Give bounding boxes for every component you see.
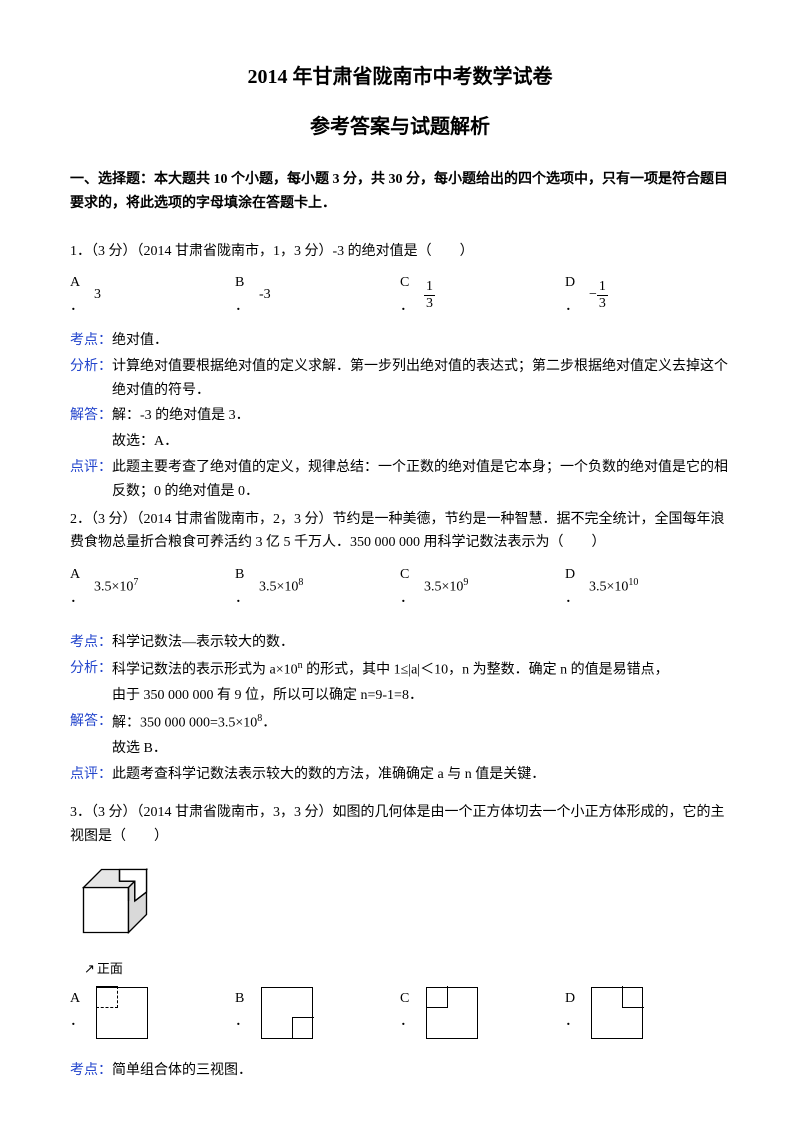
q2-option-d: D．3.5×1010: [565, 563, 730, 611]
q2-option-c: C．3.5×109: [400, 563, 565, 611]
q3-option-c: C．: [400, 987, 565, 1039]
q1-option-b-value: -3: [259, 283, 271, 307]
q3-option-a-figure: [96, 987, 148, 1039]
q3-kaodian: 简单组合体的三视图．: [112, 1059, 730, 1083]
q1-stem: 1．（3 分）（2014 甘肃省陇南市，1，3 分）-3 的绝对值是（ ）: [70, 240, 730, 264]
q1-option-a-value: 3: [94, 283, 101, 307]
q3-front-label: ↗正面: [84, 958, 730, 980]
jieda-label: 解答：: [70, 404, 112, 428]
sub-title: 参考答案与试题解析: [70, 110, 730, 144]
q2-dianping: 此题考查科学记数法表示较大的数的方法，准确确定 a 与 n 值是关键．: [112, 763, 730, 787]
jieda-label: 解答：: [70, 710, 112, 735]
section-header: 一、选择题：本大题共 10 个小题，每小题 3 分，共 30 分，每小题给出的四…: [70, 168, 730, 216]
q1-option-b: B． -3: [235, 271, 400, 319]
dianping-label: 点评：: [70, 456, 112, 504]
q3-figure: [70, 856, 160, 956]
q2-fenxi-2: 由于 350 000 000 有 9 位，所以可以确定 n=9-1=8．: [112, 684, 730, 708]
q3-option-d: D．: [565, 987, 730, 1039]
q1-kaodian: 绝对值．: [112, 329, 730, 353]
q3-option-d-figure: [591, 987, 643, 1039]
q1-options: A． 3 B． -3 C． 1 3 D． − 1 3: [70, 271, 730, 319]
q2-option-b: B．3.5×108: [235, 563, 400, 611]
q1-option-d: D． − 1 3: [565, 271, 730, 319]
q3-option-b-figure: [261, 987, 313, 1039]
arrow-icon: ↗: [84, 958, 95, 980]
q2-options: A．3.5×107 B．3.5×108 C．3.5×109 D．3.5×1010: [70, 563, 730, 611]
q2-option-a: A．3.5×107: [70, 563, 235, 611]
dianping-label: 点评：: [70, 763, 112, 787]
q1-option-a: A． 3: [70, 271, 235, 319]
q1-jieda-1: 解：-3 的绝对值是 3．: [112, 404, 730, 428]
q1-dianping: 此题主要考查了绝对值的定义，规律总结：一个正数的绝对值是它本身；一个负数的绝对值…: [112, 456, 730, 504]
q2-kaodian: 科学记数法—表示较大的数．: [112, 631, 730, 655]
fenxi-label: 分析：: [70, 355, 112, 403]
q1-fenxi: 计算绝对值要根据绝对值的定义求解．第一步列出绝对值的表达式；第二步根据绝对值定义…: [112, 355, 730, 403]
fenxi-label: 分析：: [70, 657, 112, 682]
q3-stem: 3．（3 分）（2014 甘肃省陇南市，3，3 分）如图的几何体是由一个正方体切…: [70, 801, 730, 849]
q1-option-d-fraction: 1 3: [597, 279, 608, 311]
q2-jieda-1: 解：350 000 000=3.5×108．: [112, 710, 730, 735]
q3-option-c-figure: [426, 987, 478, 1039]
q2-fenxi-1: 科学记数法的表示形式为 a×10n 的形式，其中 1≤|a|＜10，n 为整数．…: [112, 657, 730, 682]
main-title: 2014 年甘肃省陇南市中考数学试卷: [70, 60, 730, 94]
q1-option-c-fraction: 1 3: [424, 279, 435, 311]
q1-option-c: C． 1 3: [400, 271, 565, 319]
q3-option-b: B．: [235, 987, 400, 1039]
q1-jieda-2: 故选：A．: [112, 430, 730, 454]
kaodian-label: 考点：: [70, 631, 112, 655]
kaodian-label: 考点：: [70, 1059, 112, 1083]
q3-options: A． B． C． D．: [70, 987, 730, 1039]
q2-jieda-2: 故选 B．: [112, 737, 730, 761]
q2-stem: 2．（3 分）（2014 甘肃省陇南市，2，3 分）节约是一种美德，节约是一种智…: [70, 508, 730, 556]
q3-option-a: A．: [70, 987, 235, 1039]
kaodian-label: 考点：: [70, 329, 112, 353]
